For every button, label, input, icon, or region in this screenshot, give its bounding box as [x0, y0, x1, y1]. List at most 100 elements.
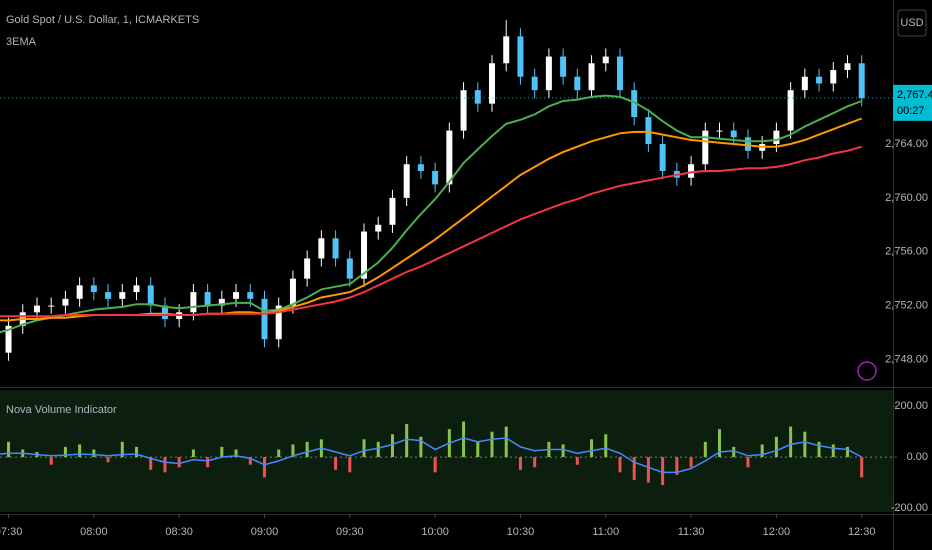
histogram-bar: [135, 446, 139, 458]
candle-body: [474, 90, 481, 104]
x-tick-label: 09:30: [336, 526, 364, 538]
histogram-bar: [533, 457, 537, 468]
histogram-bar: [504, 426, 508, 458]
y-tick-label: 2,764.00: [885, 138, 928, 150]
histogram-bar: [390, 434, 394, 458]
candle-body: [446, 130, 453, 185]
candle-body: [830, 70, 837, 84]
x-tick-label: 08:30: [165, 526, 193, 538]
candle-body: [361, 231, 368, 279]
histogram-bar: [618, 457, 622, 473]
candle-body: [261, 298, 268, 340]
candle-body: [773, 130, 780, 145]
candle-body: [744, 137, 751, 151]
x-tick-label: 07:30: [0, 526, 22, 538]
candle-body: [389, 197, 396, 225]
ema-line: [0, 145, 862, 318]
histogram-bar: [376, 441, 380, 458]
x-tick-label: 10:30: [507, 526, 535, 538]
histogram-bar: [462, 421, 466, 458]
histogram-bar: [476, 441, 480, 458]
histogram-bar: [334, 457, 338, 470]
candle-body: [247, 292, 254, 299]
histogram-bar: [78, 444, 82, 458]
candle-body: [289, 278, 296, 306]
candle-body: [119, 292, 126, 299]
histogram-bar: [575, 457, 579, 465]
candle-body: [346, 258, 353, 279]
histogram-bar: [746, 457, 750, 468]
x-tick-label: 11:30: [678, 526, 705, 538]
histogram-bar: [248, 457, 252, 465]
candle-body: [844, 63, 851, 70]
candle-body: [588, 63, 595, 91]
histogram-bar: [646, 457, 650, 483]
x-tick-label: 12:00: [763, 526, 791, 538]
histogram-bar: [604, 434, 608, 458]
ema-line: [0, 117, 863, 322]
histogram-bar: [348, 457, 352, 473]
candle-body: [76, 285, 83, 299]
histogram-bar: [760, 444, 764, 458]
histogram-bar: [362, 439, 366, 458]
countdown-label: 00:27: [897, 105, 925, 117]
candle-body: [716, 130, 723, 132]
candle-body: [190, 292, 197, 313]
histogram-bar: [291, 444, 295, 458]
candle-body: [688, 164, 695, 178]
x-tick-label: 11:00: [592, 526, 619, 538]
x-tick-label: 12:30: [848, 526, 876, 538]
histogram-bar: [163, 457, 167, 473]
candle-body: [645, 117, 652, 145]
y-tick-label: 2,748.00: [885, 353, 928, 365]
candle-body: [531, 76, 538, 91]
histogram-bar: [177, 457, 181, 468]
histogram-bar: [92, 449, 96, 458]
histogram-bar: [831, 444, 835, 458]
candle-body: [147, 285, 154, 306]
histogram-bar: [7, 441, 11, 458]
candle-body: [517, 36, 524, 77]
candle-body: [489, 63, 496, 104]
histogram-bar: [860, 457, 864, 478]
histogram-bar: [774, 436, 778, 458]
candle-body: [503, 36, 510, 64]
histogram-bar: [220, 446, 224, 458]
histogram-bar: [675, 457, 679, 475]
candle-body: [304, 258, 311, 279]
candle-body: [816, 76, 823, 84]
candle-body: [105, 292, 112, 299]
last-price-box: [893, 84, 932, 121]
histogram-bar: [120, 441, 124, 458]
x-tick-label: 09:00: [251, 526, 279, 538]
candle-body: [616, 56, 623, 91]
currency-label[interactable]: USD: [900, 17, 923, 29]
candle-body: [801, 76, 808, 91]
currency-button[interactable]: [897, 9, 927, 37]
histogram-bar: [703, 441, 707, 458]
signal-line: [0, 437, 863, 474]
y-tick-label: 200.00: [894, 400, 928, 412]
last-price-label: 2,767.43: [897, 89, 932, 101]
candle-body: [204, 292, 211, 306]
histogram-bar: [63, 446, 67, 458]
candle-body: [560, 56, 567, 77]
alert-icon[interactable]: [857, 361, 877, 381]
candle-body: [417, 164, 424, 171]
candle-body: [858, 63, 865, 99]
histogram-bar: [789, 426, 793, 458]
histogram-bar: [49, 457, 53, 465]
candle-body: [702, 130, 709, 165]
symbol-title: Gold Spot / U.S. Dollar, 1, ICMARKETS: [6, 14, 199, 26]
histogram-bar: [262, 457, 266, 478]
candle-body: [730, 130, 737, 138]
histogram-bar: [803, 431, 807, 458]
candle-body: [275, 305, 282, 340]
histogram-bar: [718, 429, 722, 458]
y-tick-label: 0.00: [907, 451, 928, 463]
candle-body: [5, 325, 12, 353]
histogram-bar: [661, 457, 665, 486]
histogram-bar: [490, 431, 494, 458]
